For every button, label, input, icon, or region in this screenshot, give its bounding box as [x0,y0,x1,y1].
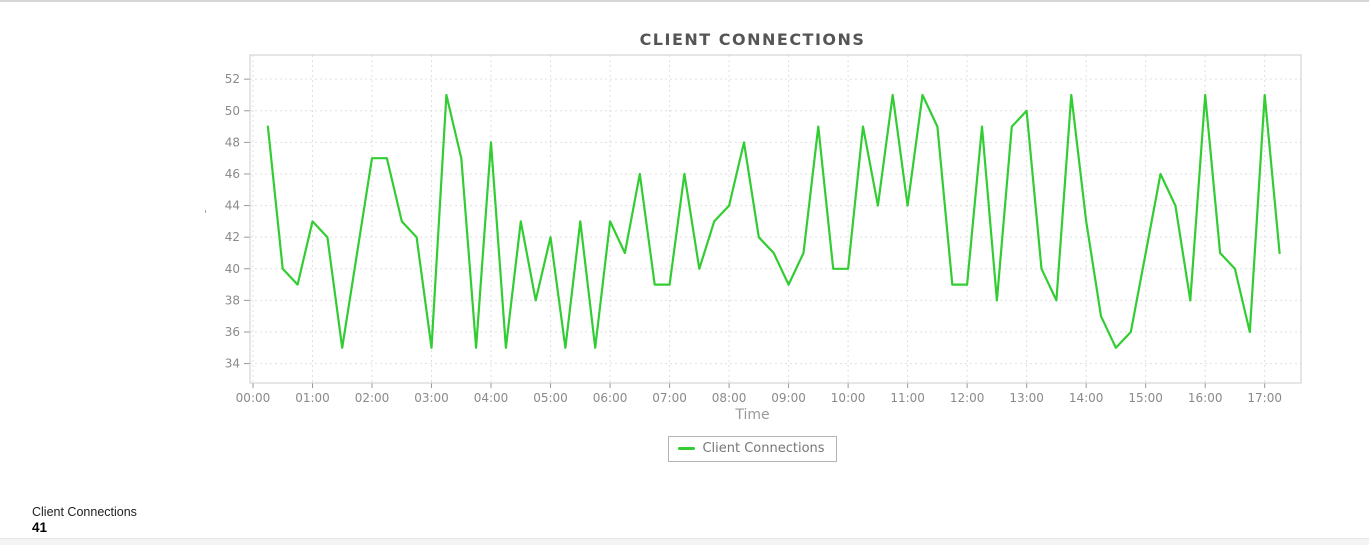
x-tick-label: 02:00 [355,391,390,405]
x-tick-label: 05:00 [533,391,568,405]
y-axis-title-mark: ' [204,208,208,221]
x-tick-label: 15:00 [1128,391,1163,405]
x-tick-label: 16:00 [1188,391,1223,405]
x-tick-label: 03:00 [414,391,449,405]
y-tick-label: 34 [225,357,240,371]
x-tick-label: 17:00 [1247,391,1282,405]
x-tick-label: 06:00 [593,391,628,405]
page-top-divider [0,0,1369,2]
legend: Client Connections [195,436,1310,462]
legend-item-client-connections[interactable]: Client Connections [668,436,837,462]
x-tick-label: 09:00 [771,391,806,405]
x-tick-label: 12:00 [950,391,985,405]
footer-metric-label: Client Connections [32,505,137,519]
y-tick-label: 38 [225,293,240,307]
footer-metric: Client Connections 41 [32,505,137,535]
y-tick-label: 52 [225,72,240,86]
plot-border [249,54,1302,384]
y-tick-label: 36 [225,325,240,339]
x-tick-label: 08:00 [712,391,747,405]
y-tick-label: 50 [225,104,240,118]
x-tick-label: 13:00 [1009,391,1044,405]
y-tick-label: 48 [225,135,240,149]
x-tick-label: 07:00 [652,391,687,405]
x-tick-label: 11:00 [890,391,925,405]
series-line-client-connections [266,93,1281,349]
legend-label: Client Connections [702,441,825,456]
x-tick-label: 10:00 [831,391,866,405]
footer-metric-value: 41 [32,520,48,535]
x-tick-label: 04:00 [474,391,509,405]
x-tick-label: 01:00 [295,391,330,405]
page-bottom-strip [0,538,1369,545]
x-tick-label: 00:00 [236,391,271,405]
y-tick-label: 46 [225,167,240,181]
y-tick-label: 44 [225,199,240,213]
legend-line-swatch [678,447,696,450]
x-axis-title: Time [735,407,770,423]
chart-title: CLIENT CONNECTIONS [639,30,866,49]
x-tick-label: 14:00 [1069,391,1104,405]
y-tick-label: 42 [225,230,240,244]
y-tick-label: 40 [225,262,240,276]
